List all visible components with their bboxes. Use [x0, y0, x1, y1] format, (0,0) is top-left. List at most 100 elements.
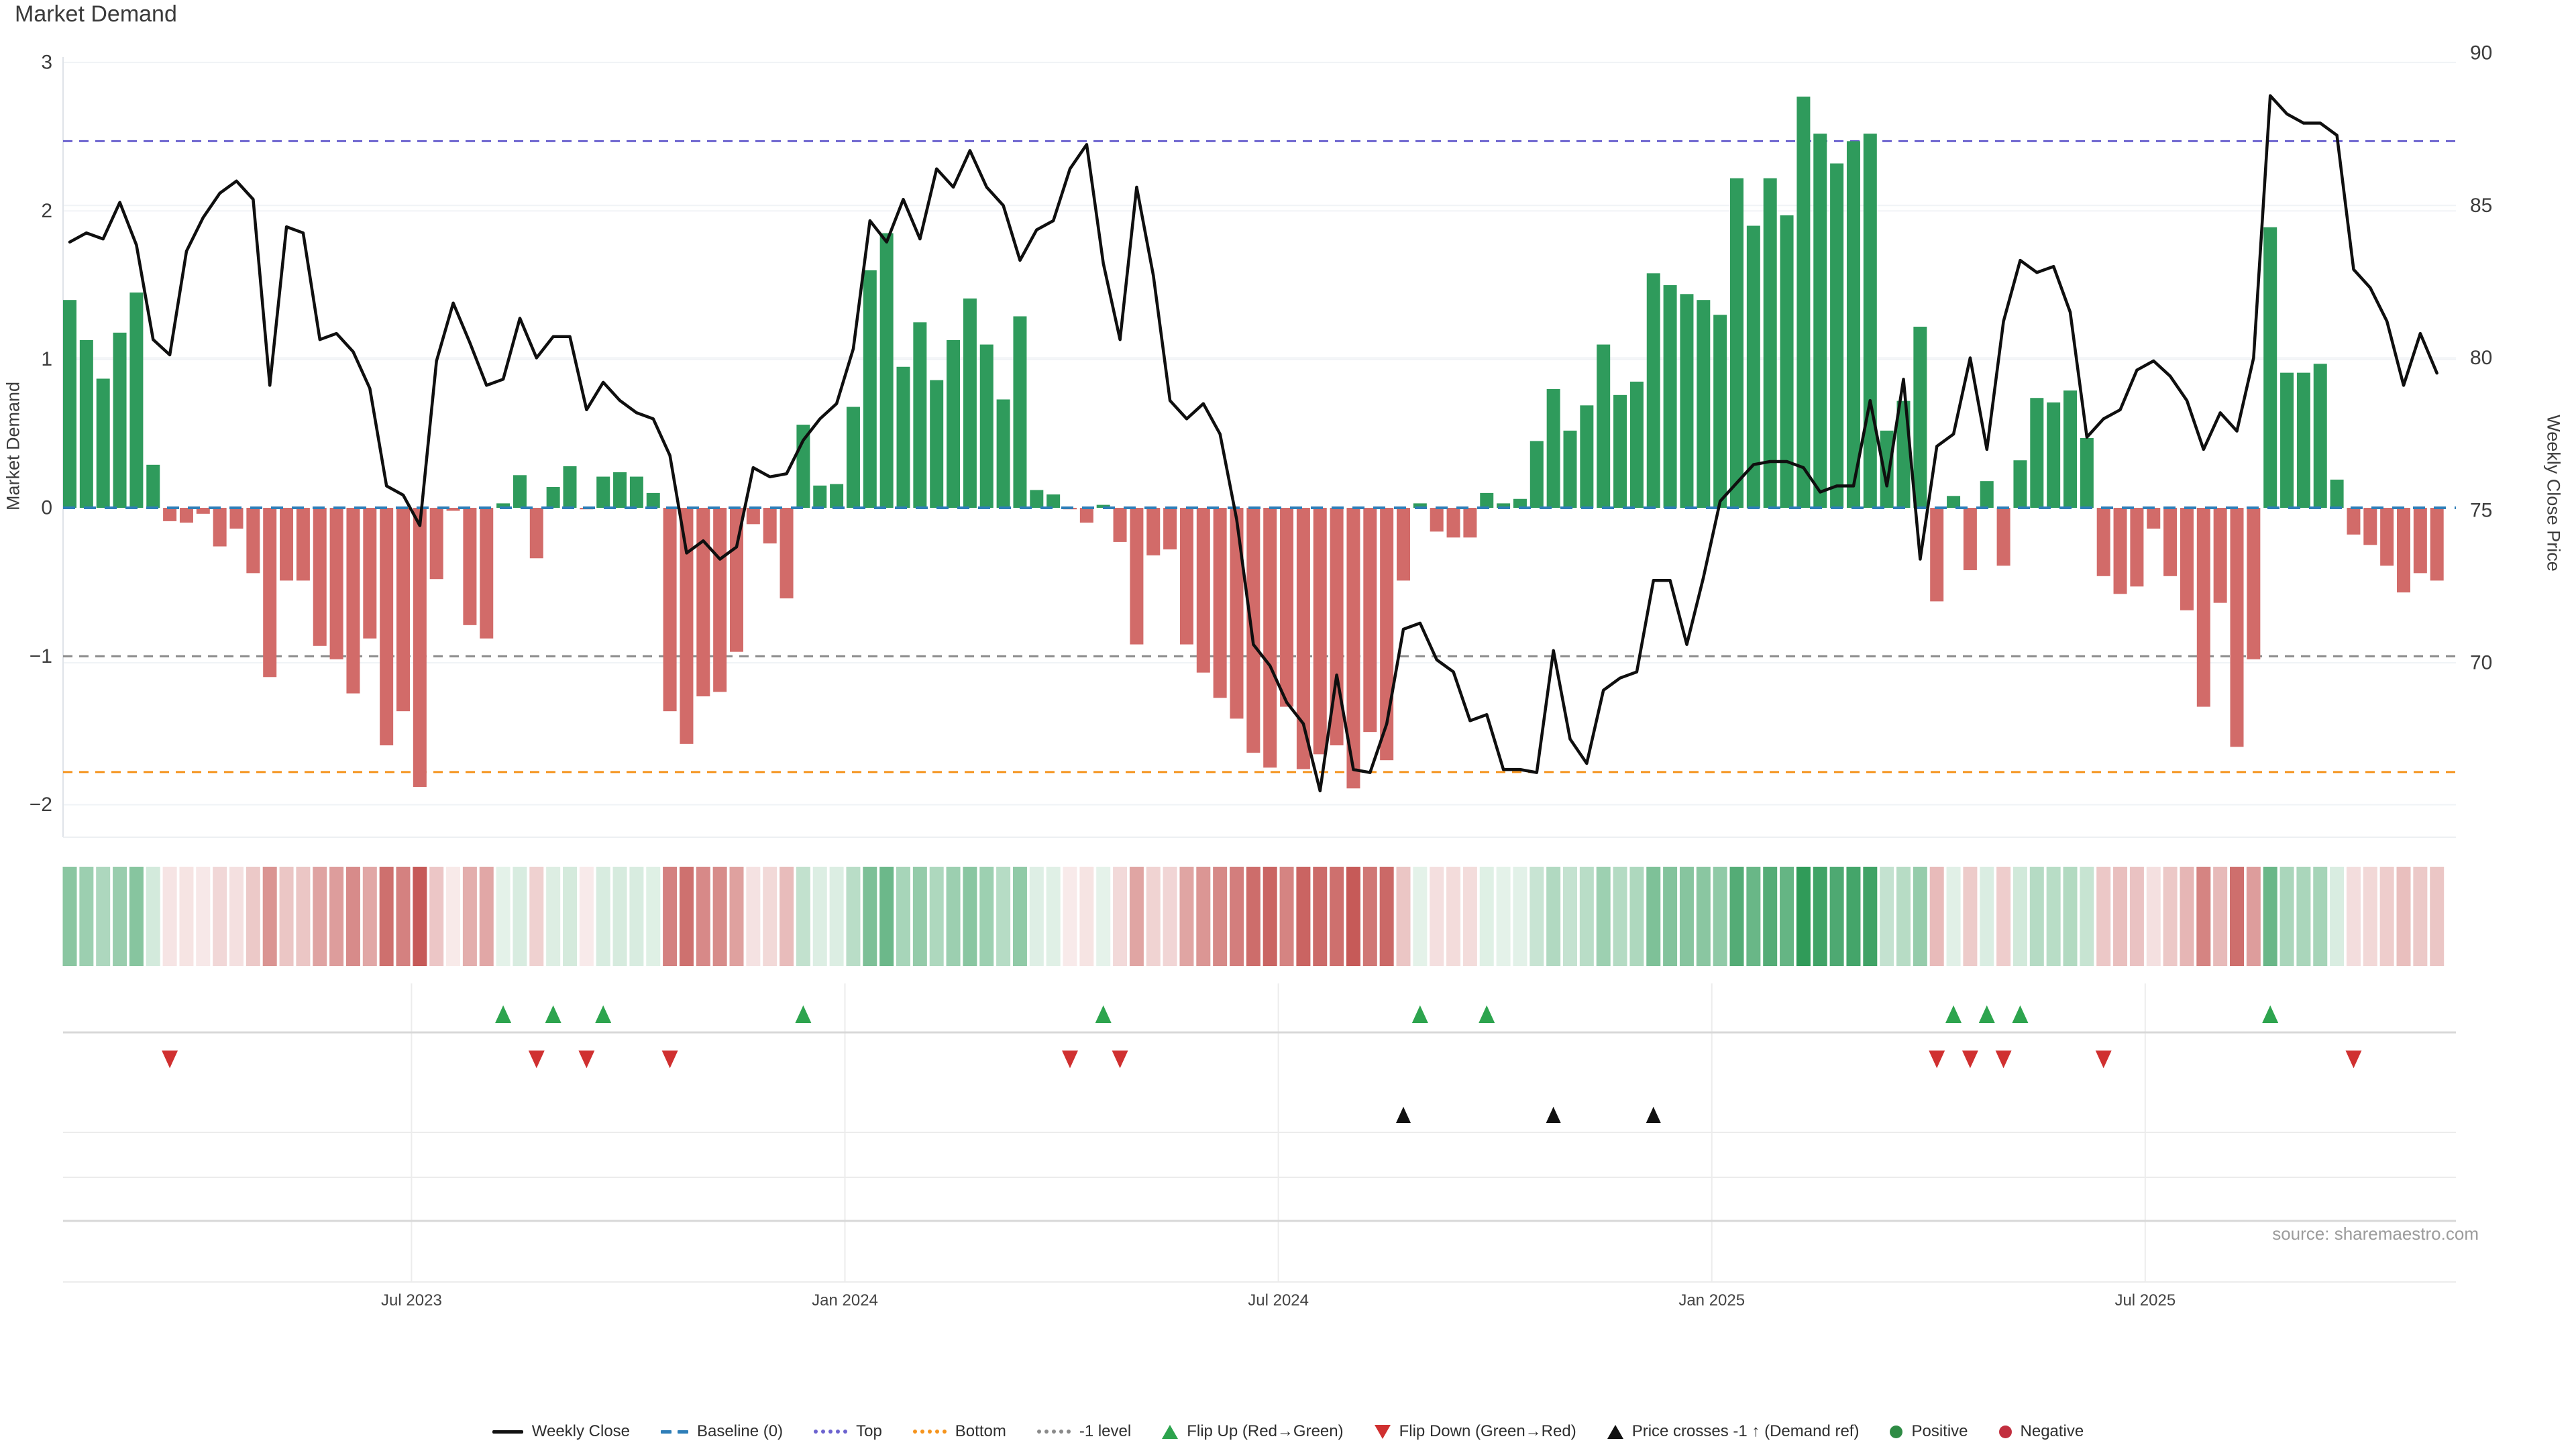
heatmap-cell — [513, 867, 527, 966]
demand-bar — [1529, 441, 1544, 508]
heatmap-cell — [879, 867, 894, 966]
demand-bar — [96, 378, 110, 508]
x-tick-label: Jan 2025 — [1678, 1291, 1745, 1309]
heatmap-cell — [1063, 867, 1077, 966]
heatmap-cell — [1379, 867, 1394, 966]
heatmap-cell — [79, 867, 94, 966]
legend-label: Bottom — [955, 1422, 1006, 1440]
heatmap-cell — [313, 867, 327, 966]
demand-bar — [179, 508, 193, 523]
heatmap-cell — [113, 867, 127, 966]
heatmap-cell — [196, 867, 211, 966]
flip-up-marker — [1479, 1005, 1495, 1023]
heatmap-cell — [2129, 867, 2144, 966]
heatmap-cell — [1629, 867, 1644, 966]
demand-bar — [830, 484, 844, 508]
demand-bar — [1346, 508, 1360, 789]
flip-down-marker — [661, 1051, 678, 1069]
heatmap-cell — [1579, 867, 1594, 966]
heatmap-cell — [1213, 867, 1228, 966]
demand-bar — [2247, 508, 2261, 659]
triangle-down-icon — [1374, 1424, 1391, 1439]
dotted-level-swatch — [1036, 1430, 1071, 1434]
heatmap-cell — [1529, 867, 1544, 966]
demand-bar — [1146, 508, 1161, 555]
demand-bar — [1996, 508, 2010, 566]
demand-bar — [1363, 508, 1377, 733]
x-tick-label: Jan 2024 — [812, 1291, 878, 1309]
heatmap-cell — [1763, 867, 1778, 966]
heatmap-cell — [579, 867, 594, 966]
demand-bar — [1480, 492, 1494, 508]
heatmap-cell — [1396, 867, 1411, 966]
heatmap-cell — [1313, 867, 1328, 966]
heatmap-cell — [929, 867, 944, 966]
demand-heatmap — [62, 867, 2445, 966]
heatmap-cell — [946, 867, 961, 966]
heatmap-cell — [2246, 867, 2261, 966]
demand-bar — [113, 332, 127, 508]
heatmap-cell — [2012, 867, 2027, 966]
demand-bar — [1163, 508, 1177, 549]
heatmap-cell — [96, 867, 111, 966]
heatmap-cell — [213, 867, 227, 966]
demand-bar — [879, 233, 894, 508]
demand-bar — [930, 380, 944, 508]
demand-bar — [1230, 508, 1244, 719]
heatmap-cell — [612, 867, 627, 966]
heatmap-cell — [2063, 867, 2078, 966]
demand-bar — [2296, 372, 2310, 508]
heatmap-cell — [2363, 867, 2377, 966]
flip-down-marker — [1929, 1051, 1945, 1069]
demand-bar — [1296, 508, 1310, 769]
flip-up-marker — [545, 1005, 561, 1023]
heatmap-cell — [1663, 867, 1678, 966]
flip-down-marker — [1995, 1051, 2012, 1069]
demand-bar — [2413, 508, 2427, 574]
demand-bar — [1179, 508, 1193, 645]
demand-bar — [2280, 372, 2294, 508]
demand-bar — [1597, 344, 1611, 508]
heatmap-cell — [413, 867, 427, 966]
heatmap-cell — [829, 867, 844, 966]
demand-bar — [1880, 430, 1894, 508]
legend: Weekly Close Baseline (0) Top Bottom -1 leve… — [0, 1422, 2576, 1441]
heatmap-cell — [529, 867, 544, 966]
demand-bar — [1030, 490, 1044, 508]
heatmap-cell — [1829, 867, 1844, 966]
heatmap-cell — [1196, 867, 1211, 966]
price-cross-marker — [1396, 1106, 1411, 1123]
right-axis-title: Weekly Close Price — [2543, 415, 2564, 572]
demand-bar — [696, 508, 710, 697]
heatmap-cell — [996, 867, 1011, 966]
heatmap-cell — [1263, 867, 1277, 966]
demand-bar — [1196, 508, 1210, 673]
demand-bar — [1629, 381, 1644, 508]
demand-bar — [846, 407, 860, 508]
demand-bar — [63, 300, 76, 508]
demand-bar — [263, 508, 277, 678]
heatmap-cell — [2080, 867, 2094, 966]
heatmap-cell — [1980, 867, 1994, 966]
demand-bar — [2113, 508, 2127, 594]
demand-bar — [463, 508, 477, 625]
legend-item-0: Weekly Close — [492, 1422, 630, 1441]
demand-bar — [296, 508, 310, 581]
demand-bar — [1796, 96, 1811, 508]
demand-bar — [2030, 398, 2044, 508]
dotted-level-swatch — [814, 1430, 848, 1434]
demand-bar — [2363, 508, 2377, 545]
demand-bar — [1863, 133, 1877, 508]
heatmap-cell — [1430, 867, 1444, 966]
demand-bar — [2313, 364, 2327, 508]
demand-bar — [863, 270, 877, 508]
heatmap-cell — [1246, 867, 1260, 966]
heatmap-cell — [1546, 867, 1561, 966]
heatmap-cell — [1996, 867, 2011, 966]
legend-label: Top — [856, 1422, 882, 1440]
demand-bar — [1580, 405, 1594, 508]
flip-down-marker — [578, 1051, 595, 1069]
heatmap-cell — [2163, 867, 2178, 966]
flip-down-marker — [528, 1051, 545, 1069]
heatmap-cell — [696, 867, 710, 966]
